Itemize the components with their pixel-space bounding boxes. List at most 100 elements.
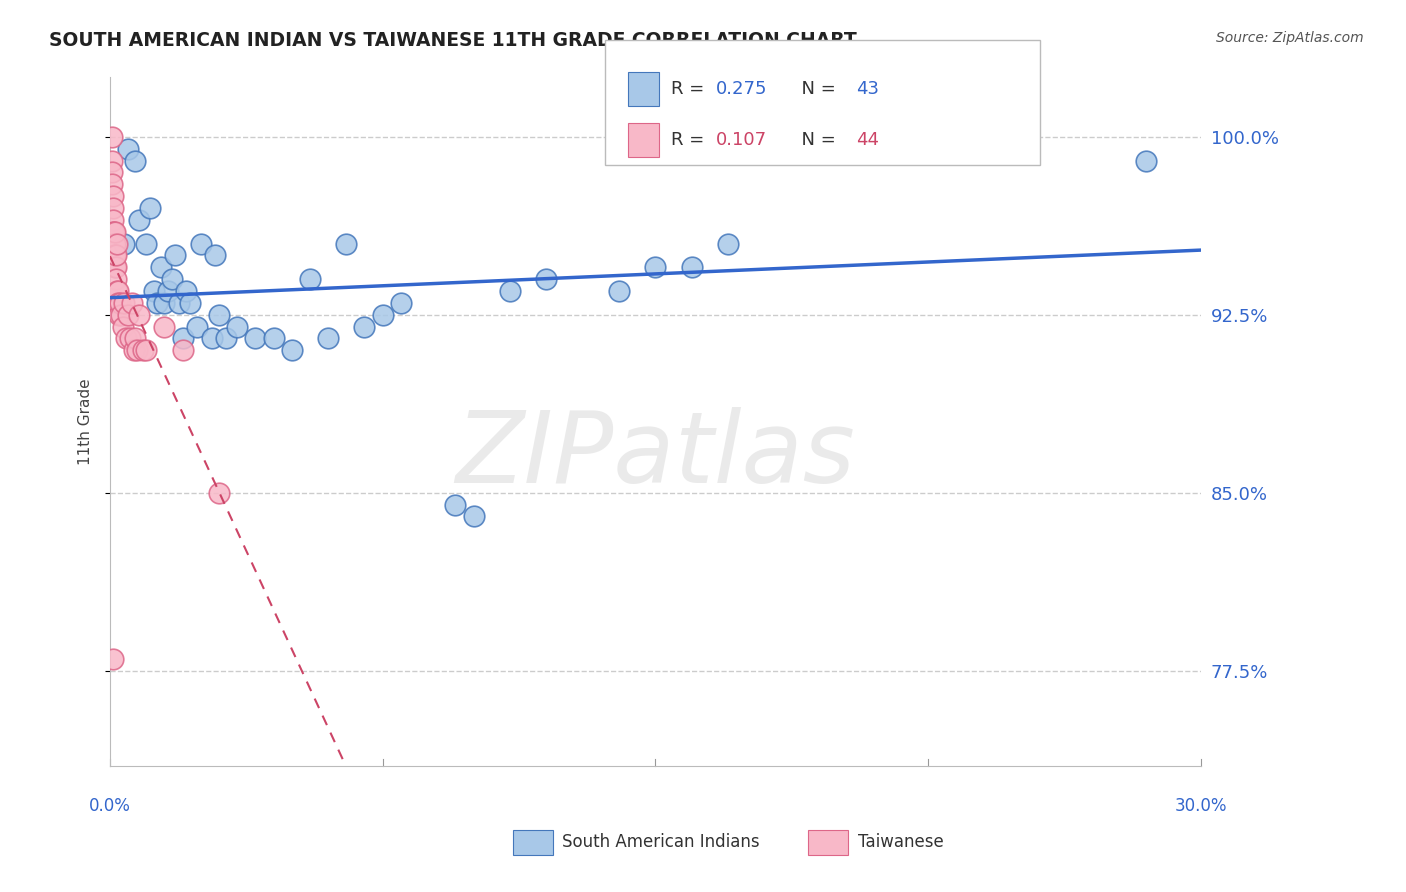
Point [108,308,131,322]
Point [107,296,129,310]
Point [139,201,162,215]
Point [135,236,157,251]
Point [176,284,198,298]
Text: 43: 43 [856,79,879,97]
Point [121,296,143,310]
Point [128,308,150,322]
Point [114,236,136,251]
Point [681,260,703,275]
Point [463,509,485,524]
Point [165,248,187,262]
Text: 0.0%: 0.0% [89,797,131,814]
Point [1008,142,1031,156]
Point [128,212,150,227]
Point [186,319,208,334]
Point [115,331,138,345]
Point [190,236,212,251]
Point [335,236,357,251]
Point [215,331,238,345]
Text: 30.0%: 30.0% [1174,797,1227,814]
Point [204,248,226,262]
Point [1135,153,1157,168]
Text: 0.107: 0.107 [716,131,766,149]
Text: Taiwanese: Taiwanese [858,833,943,851]
Point [149,260,172,275]
Text: SOUTH AMERICAN INDIAN VS TAIWANESE 11TH GRADE CORRELATION CHART: SOUTH AMERICAN INDIAN VS TAIWANESE 11TH … [49,31,858,50]
Text: 44: 44 [856,131,879,149]
Point [208,308,231,322]
Point [353,319,375,334]
Point [179,296,201,310]
Point [107,284,129,298]
Point [536,272,558,286]
Point [281,343,304,358]
Text: South American Indians: South American Indians [562,833,761,851]
Point [103,248,125,262]
Point [111,319,134,334]
Text: 0.275: 0.275 [716,79,768,97]
Point [118,331,141,345]
Point [101,201,124,215]
Point [389,296,412,310]
Point [103,248,125,262]
Point [103,236,125,251]
Point [371,308,394,322]
Point [105,248,128,262]
Point [201,331,224,345]
Point [101,165,124,179]
Point [172,343,194,358]
Point [157,284,180,298]
Point [104,225,127,239]
Point [298,272,321,286]
Point [108,296,131,310]
Point [607,284,630,298]
Point [103,236,125,251]
Point [107,296,129,310]
Point [105,284,128,298]
Point [117,142,139,156]
Point [117,308,139,322]
Point [101,178,124,192]
Text: R =: R = [671,79,710,97]
Point [104,260,127,275]
Text: N =: N = [790,79,842,97]
Point [101,189,124,203]
Point [103,225,125,239]
Point [153,296,176,310]
Point [135,343,157,358]
Point [316,331,339,345]
Point [103,212,125,227]
Point [226,319,249,334]
Point [263,331,285,345]
Point [127,343,149,358]
Point [104,248,127,262]
Point [172,331,194,345]
Point [499,284,522,298]
Point [101,652,124,666]
Point [717,236,740,251]
Point [131,343,153,358]
Point [146,296,169,310]
Text: ZIPatlas: ZIPatlas [456,408,855,505]
Point [110,308,132,322]
Point [245,331,267,345]
Point [100,129,122,144]
Point [100,153,122,168]
Point [105,236,128,251]
Text: R =: R = [671,131,710,149]
Point [103,225,125,239]
Point [153,319,176,334]
Y-axis label: 11th Grade: 11th Grade [79,378,93,465]
Point [444,498,467,512]
Point [208,485,231,500]
Point [105,272,128,286]
Point [142,284,165,298]
Text: N =: N = [790,131,842,149]
Text: Source: ZipAtlas.com: Source: ZipAtlas.com [1216,31,1364,45]
Point [124,153,146,168]
Point [104,260,127,275]
Point [160,272,183,286]
Point [124,331,146,345]
Point [104,236,127,251]
Point [122,343,145,358]
